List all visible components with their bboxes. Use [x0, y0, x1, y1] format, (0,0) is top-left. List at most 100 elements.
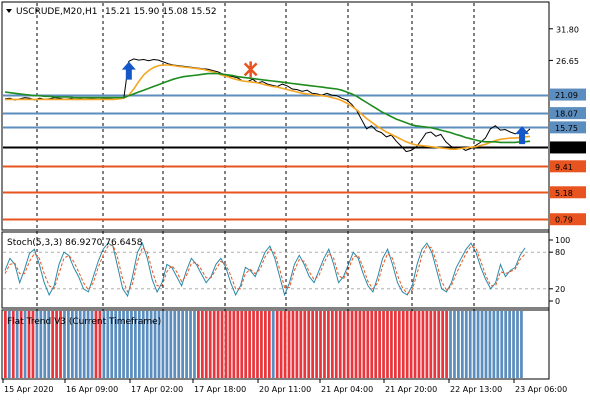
- trend-bar: [248, 311, 251, 378]
- time-axis-label: 21 Apr 04:00: [321, 385, 373, 394]
- trend-bar: [346, 311, 350, 378]
- trend-bar: [394, 311, 397, 378]
- trend-bar: [86, 311, 90, 378]
- trend-bar: [15, 311, 19, 378]
- trend-bar: [453, 311, 456, 378]
- trend-bar: [27, 311, 31, 378]
- trend-bar: [94, 311, 98, 378]
- trend-bar: [130, 311, 133, 378]
- trend-bar: [409, 311, 413, 378]
- trend-bar: [82, 311, 86, 378]
- stochastic-axis-label: 100: [555, 236, 570, 245]
- trend-bar: [476, 311, 480, 378]
- trend-bar: [362, 311, 366, 378]
- trend-bar: [200, 311, 204, 378]
- trend-bar: [303, 311, 307, 378]
- trend-bar: [169, 311, 173, 378]
- trend-bar: [315, 311, 318, 378]
- trend-bar: [358, 311, 362, 378]
- trend-bar: [516, 311, 519, 378]
- trend-bar: [106, 311, 110, 378]
- trend-bar: [366, 311, 370, 378]
- trend-bar: [287, 311, 291, 378]
- trend-bar: [141, 311, 145, 378]
- stochastic-label: Stoch(5,3,3) 86.9270 76.6458: [7, 238, 143, 248]
- trend-bar: [98, 311, 102, 378]
- symbol-dropdown-icon[interactable]: [6, 9, 12, 13]
- trend-bar: [488, 311, 492, 378]
- trend-bar: [480, 311, 484, 378]
- trend-bar: [417, 311, 421, 378]
- trend-bar: [173, 311, 177, 378]
- price-level-tag: [550, 88, 586, 101]
- trend-bar: [228, 311, 232, 378]
- trend-bar: [307, 311, 311, 378]
- sell-cross-icon: [243, 61, 258, 78]
- trend-bar: [74, 311, 78, 378]
- symbol-label: USCRUDE,M20,H1: [16, 7, 97, 17]
- trend-bar: [149, 311, 153, 378]
- trend-bar: [264, 311, 267, 378]
- time-axis: 15 Apr 2020 16 Apr 09:00 17 Apr 02:00 17 Ap…: [2, 379, 567, 394]
- trend-bar: [23, 311, 27, 378]
- trend-bar: [437, 311, 441, 378]
- trend-bar: [19, 311, 23, 378]
- trend-bar: [122, 311, 125, 378]
- trend-bar: [212, 311, 216, 378]
- stochastic-axis-label: 0: [555, 297, 560, 306]
- trend-bar: [197, 311, 200, 378]
- price-level-tag-label: 0.79: [555, 216, 573, 225]
- trend-bar: [145, 311, 149, 378]
- trend-bar: [78, 311, 82, 378]
- trend-bar: [244, 311, 248, 378]
- price-axis-label: 31.80: [556, 25, 579, 34]
- trend-bar: [193, 311, 196, 378]
- price-level-tag: [550, 107, 586, 120]
- trend-bar: [354, 311, 358, 378]
- trend-bar: [327, 311, 330, 378]
- trend-bar: [165, 311, 169, 378]
- stochastic-axis-label: 20: [555, 285, 565, 294]
- time-axis-label: 17 Apr 18:00: [194, 385, 246, 394]
- price-level-tag-label: 18.07: [555, 110, 578, 119]
- trend-bar: [59, 311, 62, 378]
- trend-bar: [260, 311, 263, 378]
- trend-bar: [449, 311, 452, 378]
- trend-bar: [342, 311, 346, 378]
- trend-bar: [283, 311, 287, 378]
- trend-bar: [126, 311, 129, 378]
- trend-bar: [204, 311, 208, 378]
- trend-bar: [421, 311, 425, 378]
- trend-label: Flat Trend V3 (Current Timeframe): [7, 317, 161, 327]
- trend-bar: [433, 311, 437, 378]
- trend-bar: [216, 311, 220, 378]
- price-level-tag: [550, 141, 586, 154]
- trend-bar: [67, 311, 70, 378]
- trend-bar: [110, 311, 114, 378]
- time-axis-label: 15 Apr 2020: [4, 385, 53, 394]
- trend-bar: [500, 311, 504, 378]
- trend-bar: [224, 311, 228, 378]
- price-level-tag: [550, 186, 586, 199]
- trend-bar: [275, 311, 279, 378]
- trend-bar: [299, 311, 303, 378]
- price-pane-frame: [1, 1, 550, 231]
- trend-bar: [4, 311, 7, 378]
- price-series: [4, 58, 531, 153]
- signal-markers: [121, 61, 530, 145]
- trend-bar: [457, 311, 460, 378]
- price-levels: [3, 94, 548, 221]
- stochastic-axis: 100 80 20 0: [549, 236, 570, 306]
- price-level-tag: [550, 121, 586, 134]
- trend-bar: [31, 311, 35, 378]
- trend-bar: [240, 311, 244, 378]
- trend-bar: [311, 311, 315, 378]
- time-axis-label: 17 Apr 02:00: [131, 385, 183, 394]
- time-axis-label: 23 Apr 06:00: [515, 385, 567, 394]
- trend-bar: [386, 311, 389, 378]
- trend-bar: [397, 311, 401, 378]
- trend-bar: [185, 311, 188, 378]
- trend-bar: [382, 311, 385, 378]
- price-level-tag: [550, 213, 586, 226]
